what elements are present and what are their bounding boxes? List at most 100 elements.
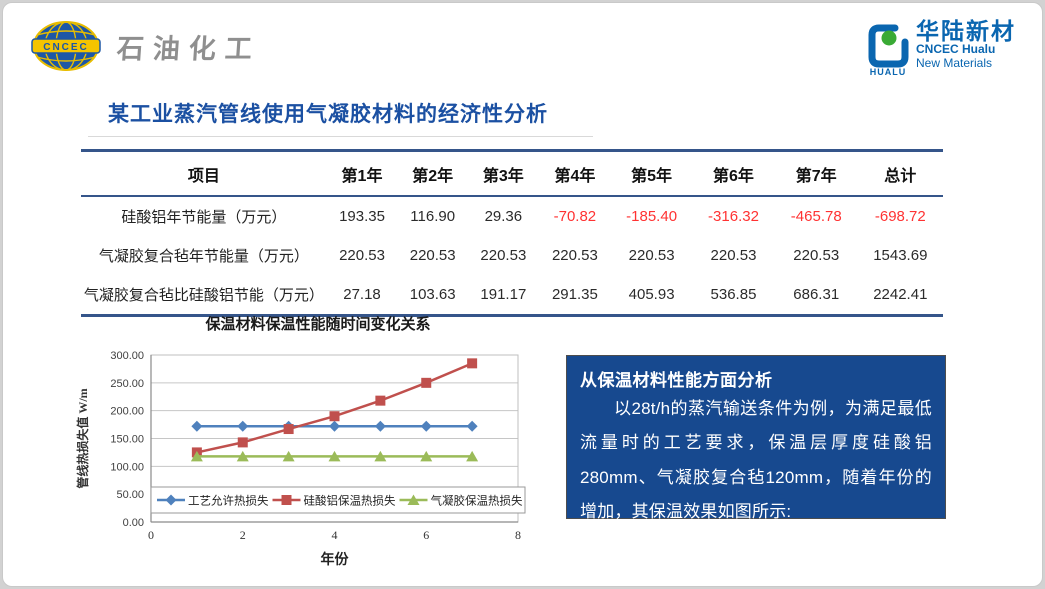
table-row-label: 硅酸铝年节能量（万元） — [121, 209, 287, 226]
chart-title: 保温材料保温性能随时间变化关系 — [205, 317, 431, 333]
x-axis-tick-label: 8 — [515, 528, 521, 542]
legend-marker — [165, 494, 177, 506]
y-axis-tick-label: 200.00 — [110, 406, 144, 418]
petrochemical-wordmark: 石油化工 — [115, 33, 262, 64]
y-axis-title: 管线热损失值 W/m — [75, 388, 90, 488]
page-title: 某工业蒸汽管线使用气凝胶材料的经济性分析 — [108, 103, 548, 126]
hualu-logo: HUALU 华陆新材 CNCEC Hualu New Materials — [867, 19, 1016, 77]
table-column-header: 第7年 — [774, 150, 858, 197]
series-marker — [421, 377, 432, 388]
series-marker — [466, 450, 479, 462]
table-column-header: 第1年 — [326, 150, 398, 197]
table-cell: 686.31 — [793, 286, 840, 303]
legend-marker — [281, 495, 292, 505]
table-cell: 291.35 — [551, 286, 598, 303]
series-marker — [328, 450, 341, 462]
title-divider — [88, 136, 593, 137]
legend-label: 工艺允许热损失 — [188, 494, 269, 508]
chart-legend-box — [150, 486, 526, 514]
svg-text:CNCEC: CNCEC — [43, 42, 89, 53]
x-axis-title: 年份 — [321, 551, 350, 568]
y-axis-tick-label: 250.00 — [110, 378, 144, 390]
table-column-header: 第6年 — [692, 150, 775, 197]
table-cell: 536.85 — [710, 286, 757, 303]
series-marker — [420, 420, 432, 432]
line-chart-svg: 0.00 50.00 100.00 150.00 200.00 250.00 300.00 0… — [75, 350, 526, 568]
table-cell: 220.53 — [710, 247, 757, 264]
y-axis-tick-label: 0.00 — [123, 517, 144, 529]
table-cell: 191.17 — [480, 286, 527, 303]
info-box-body: 以28t/h的蒸汽输送条件为例，为满足最低流量时的工艺要求，保温层厚度硅酸铝28… — [580, 399, 932, 521]
series-marker — [283, 424, 294, 435]
info-box-heading: 从保温材料性能方面分析 — [580, 371, 773, 390]
table-cell: 220.53 — [409, 247, 456, 264]
series-marker — [236, 450, 249, 462]
table-cell: -698.72 — [874, 208, 926, 225]
y-axis-tick-label: 300.00 — [110, 350, 144, 362]
series-marker — [374, 450, 387, 462]
hualu-en-line2: New Materials — [916, 55, 993, 70]
table-cell: 220.53 — [551, 247, 598, 264]
hualu-cn-wordmark: 华陆新材 — [916, 18, 1016, 44]
cncec-globe-icon: CNCEC — [31, 21, 101, 71]
series-marker — [374, 420, 386, 432]
insulation-performance-chart: 保温材料保温性能随时间变化关系 0.00 50.00 100.00 150.00 200… — [73, 313, 543, 582]
x-axis-tick-label: 0 — [148, 528, 154, 542]
table-header-row: 项目 第1年 第2年 第3年 第4年 第5年 第6年 第7年 总计 — [81, 150, 943, 197]
table-cell: 103.63 — [409, 286, 456, 303]
table-cell: 405.93 — [628, 286, 675, 303]
table-cell: -465.78 — [790, 208, 842, 225]
hualu-icon — [868, 24, 909, 68]
x-axis-tick-label: 2 — [240, 528, 246, 542]
table-row: 气凝胶复合毡比硅酸铝节能（万元） 27.18 103.63 191.17 291.35 4… — [81, 275, 943, 316]
table-cell: 29.36 — [484, 208, 523, 225]
series-marker — [329, 411, 340, 422]
series-marker — [191, 420, 203, 432]
table-cell: 2242.41 — [873, 286, 928, 303]
table-row: 气凝胶复合毡年节能量（万元） 220.53 220.53 220.53 220.53 22… — [81, 236, 943, 275]
table-cell: -70.82 — [553, 208, 597, 225]
table-column-header: 第2年 — [397, 150, 469, 197]
series-marker — [237, 437, 248, 448]
table-column-header: 项目 — [81, 150, 327, 197]
hualu-icon-label: HUALU — [869, 67, 907, 77]
series-marker — [237, 420, 249, 432]
table-cell: 116.90 — [410, 208, 456, 225]
analysis-info-box: 从保温材料性能方面分析 以28t/h的蒸汽输送条件为例，为满足最低流量时的工艺要… — [566, 355, 946, 521]
table-cell: 220.53 — [339, 247, 385, 264]
legend-label: 硅酸铝保温热损失 — [304, 494, 396, 508]
economics-table: 项目 第1年 第2年 第3年 第4年 第5年 第6年 第7年 总计 硅酸铝年节能量（万元） 193… — [81, 149, 943, 317]
table-row-label: 气凝胶复合毡年节能量（万元） — [98, 248, 309, 265]
table-row: 硅酸铝年节能量（万元） 193.35 116.90 29.36 -70.82 -185.4… — [81, 196, 943, 236]
y-axis-tick-label: 50.00 — [116, 489, 144, 501]
table-cell: 193.35 — [339, 208, 385, 225]
table-cell: 220.53 — [793, 247, 840, 264]
legend-label: 气凝胶保温热损失 — [431, 494, 523, 508]
cncec-logo: CNCEC 石油化工 — [31, 19, 262, 73]
series-marker — [282, 450, 295, 462]
y-axis-tick-label: 100.00 — [110, 461, 144, 473]
x-axis-tick-label: 6 — [423, 528, 429, 542]
table-column-header: 第5年 — [611, 150, 693, 197]
hualu-en-line1: CNCEC Hualu — [916, 42, 996, 57]
table-row-label: 气凝胶复合毡比硅酸铝节能（万元） — [83, 287, 324, 304]
table-cell: 27.18 — [343, 286, 381, 303]
table-column-header: 第3年 — [468, 150, 539, 197]
legend-marker — [407, 494, 420, 505]
series-marker — [329, 420, 340, 432]
series-marker — [375, 395, 386, 406]
y-axis-tick-label: 150.00 — [110, 434, 144, 446]
x-axis-tick-label: 4 — [332, 528, 338, 542]
table-cell: -316.32 — [708, 208, 759, 225]
table-cell: 1543.69 — [873, 247, 928, 264]
series-marker — [466, 420, 478, 432]
table-cell: 220.53 — [480, 247, 527, 264]
table-column-header: 第4年 — [538, 150, 612, 197]
series-marker — [420, 450, 433, 462]
series-marker — [190, 450, 203, 462]
table-cell: -185.40 — [626, 208, 678, 225]
table-cell: 220.53 — [628, 247, 675, 264]
series-marker — [467, 358, 478, 369]
table-column-header: 总计 — [857, 150, 943, 197]
